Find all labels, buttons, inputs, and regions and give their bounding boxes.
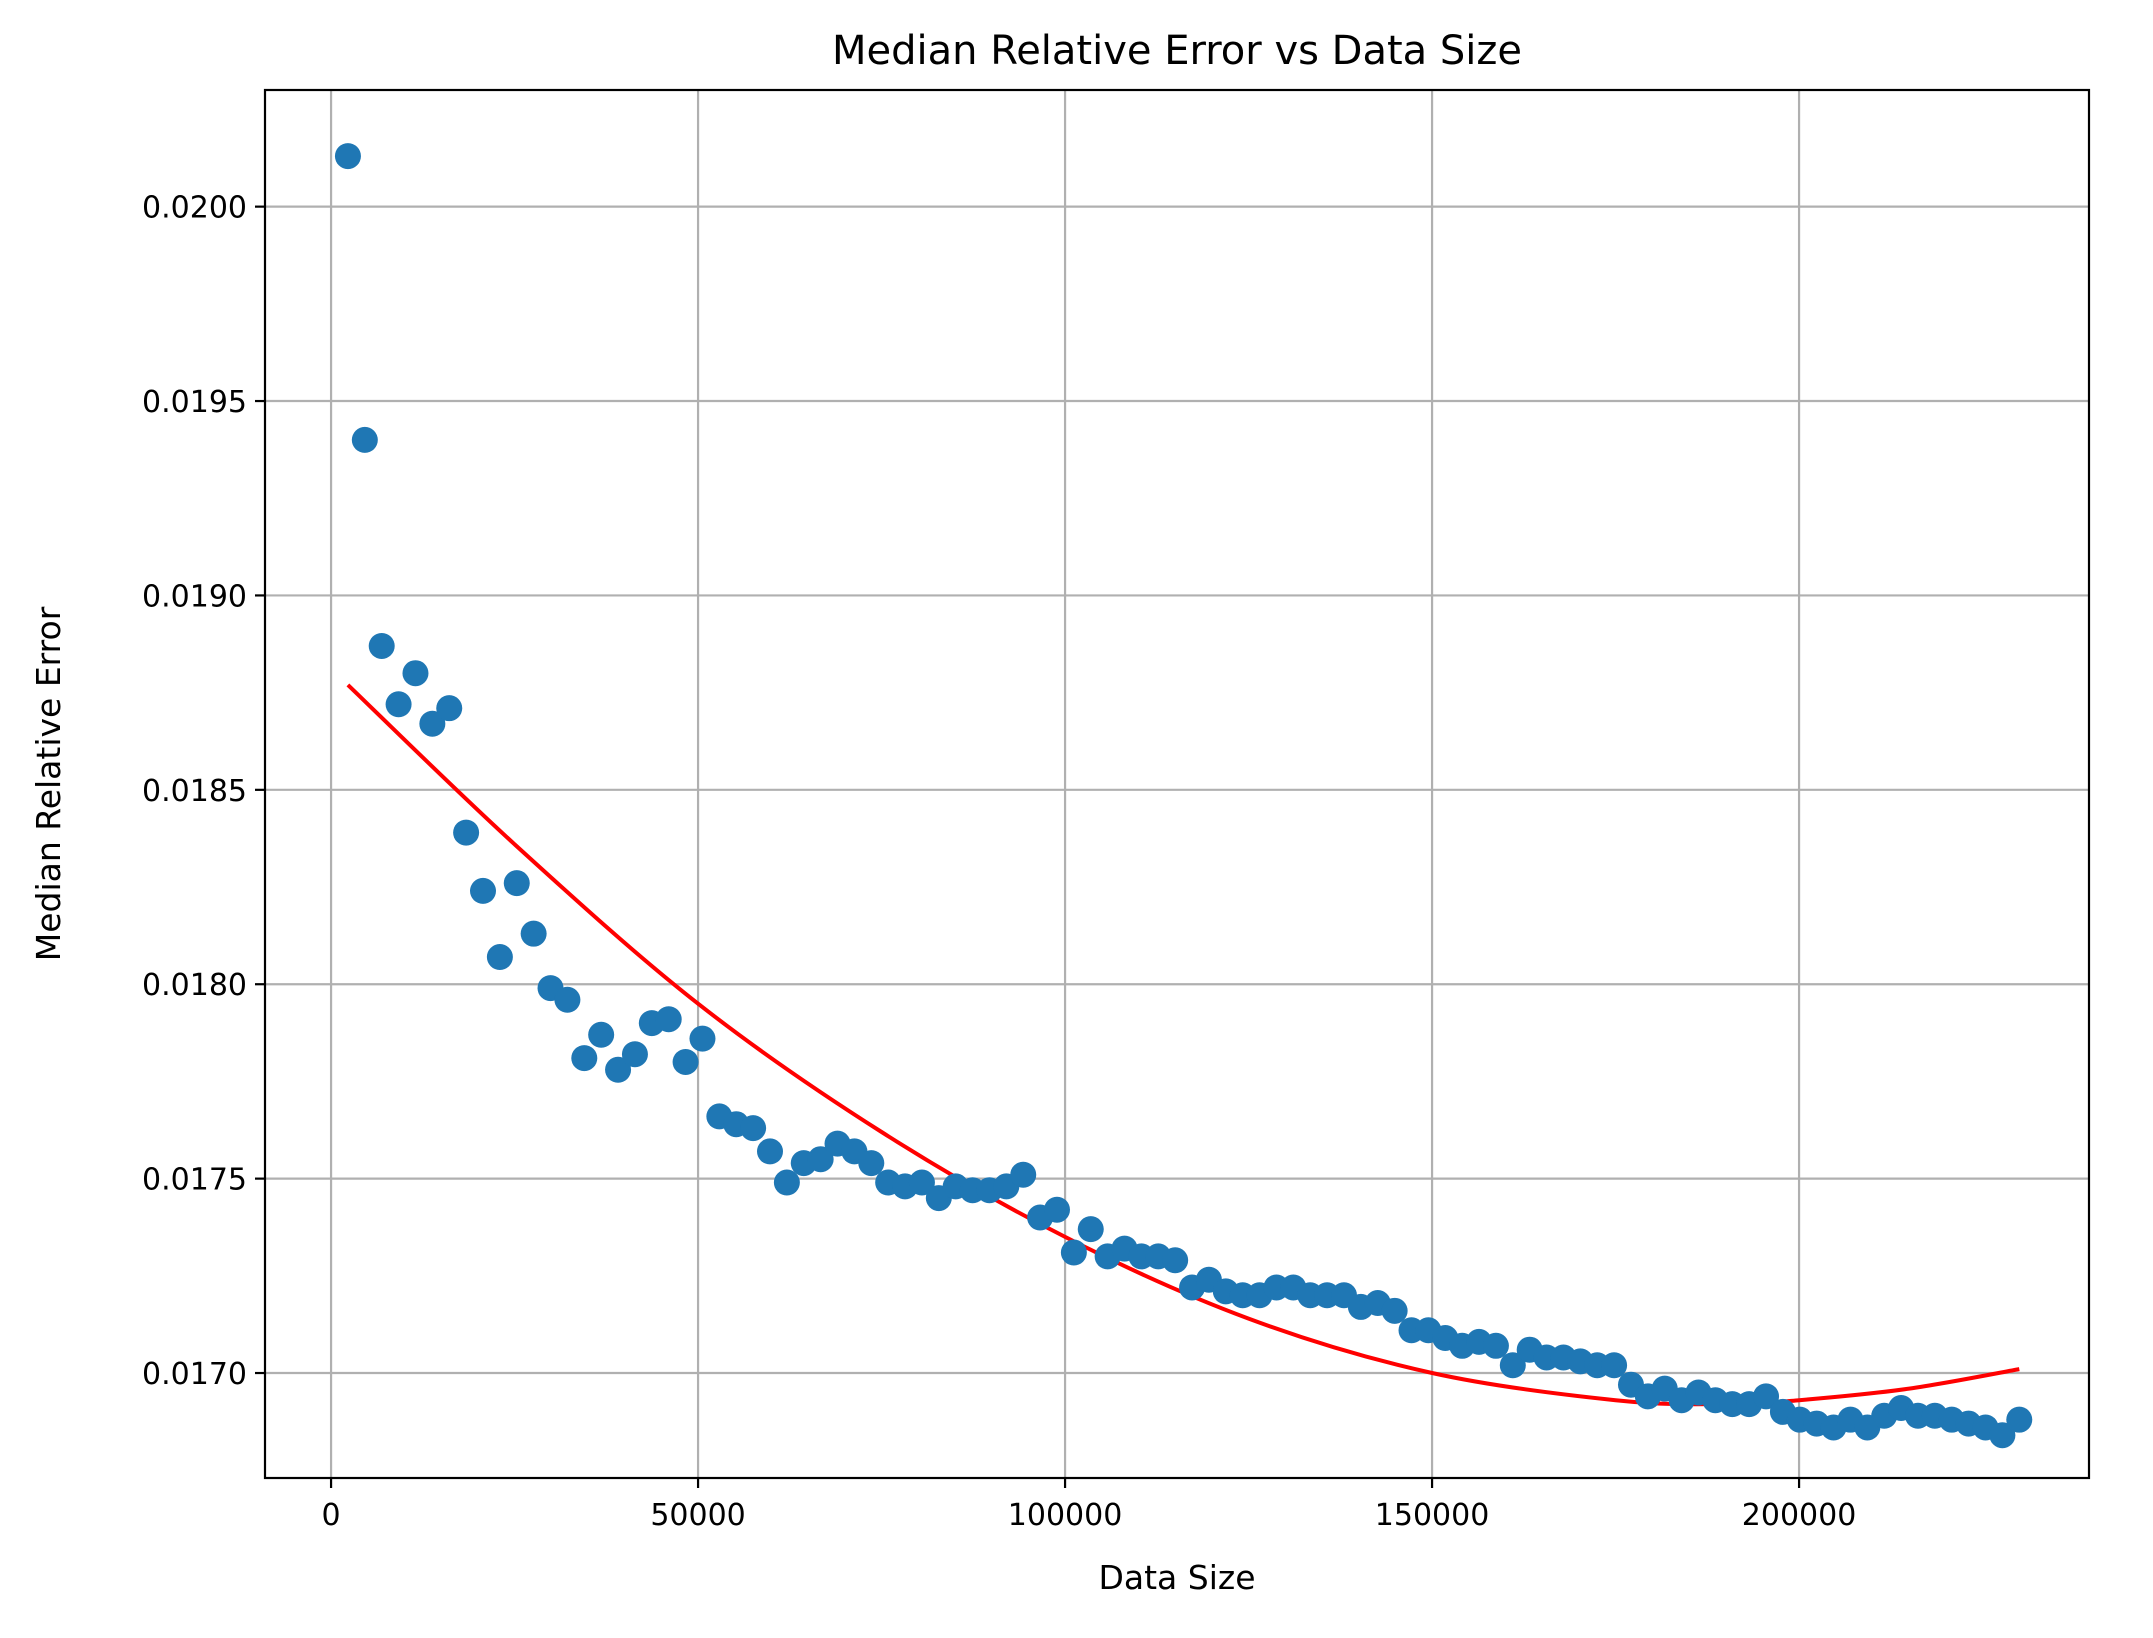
x-axis-ticks: 0 50000 100000 150000 200000 [322, 1478, 1857, 1533]
y-tick-label: 0.0175 [142, 1163, 247, 1198]
data-point [1043, 1196, 1070, 1223]
x-tick-label: 50000 [650, 1498, 745, 1533]
data-point [351, 426, 378, 453]
data-point [858, 1150, 885, 1177]
data-point [773, 1169, 800, 1196]
data-point [436, 695, 463, 722]
y-tick-label: 0.0170 [142, 1357, 247, 1392]
data-point [1060, 1239, 1087, 1266]
x-tick-label: 200000 [1742, 1498, 1857, 1533]
data-point [908, 1169, 935, 1196]
data-point [503, 870, 530, 897]
data-point [486, 944, 513, 971]
data-point [1482, 1332, 1509, 1359]
x-tick-label: 150000 [1375, 1498, 1490, 1533]
data-point [368, 632, 395, 659]
data-point [520, 920, 547, 947]
y-tick-label: 0.0195 [142, 385, 247, 420]
y-axis-ticks: 0.0170 0.0175 0.0180 0.0185 0.0190 0.0195 0.02… [142, 191, 265, 1392]
data-point [807, 1146, 834, 1173]
data-point [453, 819, 480, 846]
data-point [419, 710, 446, 737]
data-point [1162, 1247, 1189, 1274]
x-tick-label: 100000 [1008, 1498, 1123, 1533]
y-tick-label: 0.0190 [142, 579, 247, 614]
y-tick-label: 0.0180 [142, 968, 247, 1003]
data-point [1601, 1352, 1628, 1379]
x-axis-label: Data Size [1098, 1558, 1255, 1597]
data-point [1989, 1422, 2016, 1449]
chart-title: Median Relative Error vs Data Size [832, 28, 1522, 74]
plot-frame [263, 88, 2091, 1480]
data-points [334, 143, 2033, 1449]
data-point [2006, 1406, 2033, 1433]
data-point [385, 691, 412, 718]
data-point [740, 1115, 767, 1142]
data-point [469, 877, 496, 904]
x-tick-label: 0 [322, 1498, 341, 1533]
data-point [605, 1056, 632, 1083]
data-point [571, 1045, 598, 1072]
y-axis-label: Median Relative Error [29, 606, 68, 961]
data-point [1753, 1383, 1780, 1410]
data-point [588, 1021, 615, 1048]
data-point [756, 1138, 783, 1165]
data-point [1010, 1161, 1037, 1188]
data-point [1499, 1352, 1526, 1379]
data-point [655, 1006, 682, 1033]
data-point [1077, 1216, 1104, 1243]
y-tick-label: 0.0200 [142, 191, 247, 226]
y-tick-label: 0.0185 [142, 774, 247, 809]
data-point [402, 660, 429, 687]
data-point [621, 1041, 648, 1068]
data-point [1381, 1297, 1408, 1324]
data-point [672, 1048, 699, 1075]
data-point [554, 986, 581, 1013]
data-point [689, 1025, 716, 1052]
grid-lines [265, 90, 2089, 1478]
data-point [334, 143, 361, 170]
